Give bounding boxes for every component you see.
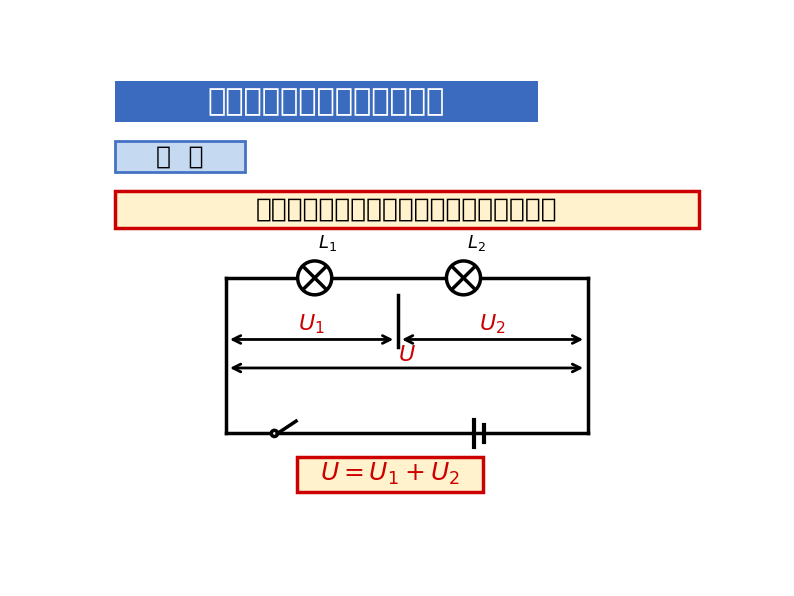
- FancyBboxPatch shape: [115, 81, 538, 122]
- FancyBboxPatch shape: [115, 191, 699, 228]
- Circle shape: [272, 430, 277, 436]
- Text: $\mathit{U}_1$: $\mathit{U}_1$: [299, 313, 325, 336]
- Text: 结  论: 结 论: [156, 144, 203, 168]
- Circle shape: [298, 261, 332, 295]
- Circle shape: [446, 261, 480, 295]
- Text: $\mathit{U}$: $\mathit{U}$: [398, 345, 415, 365]
- Text: $\mathbf{\mathit{U}}=\mathbf{\mathit{U}}_1+\mathbf{\mathit{U}}_2$: $\mathbf{\mathit{U}}=\mathbf{\mathit{U}}…: [320, 461, 460, 488]
- Text: 串联电路总电压等于各部分两端电压之和。: 串联电路总电压等于各部分两端电压之和。: [256, 196, 557, 222]
- FancyBboxPatch shape: [115, 141, 245, 172]
- Text: $L_2$: $L_2$: [467, 233, 485, 253]
- FancyBboxPatch shape: [297, 457, 483, 492]
- Text: $L_1$: $L_1$: [318, 233, 337, 253]
- Text: $\mathit{U}_2$: $\mathit{U}_2$: [480, 313, 506, 336]
- Text: 一、探究串联电路电压的规律: 一、探究串联电路电压的规律: [208, 87, 445, 116]
